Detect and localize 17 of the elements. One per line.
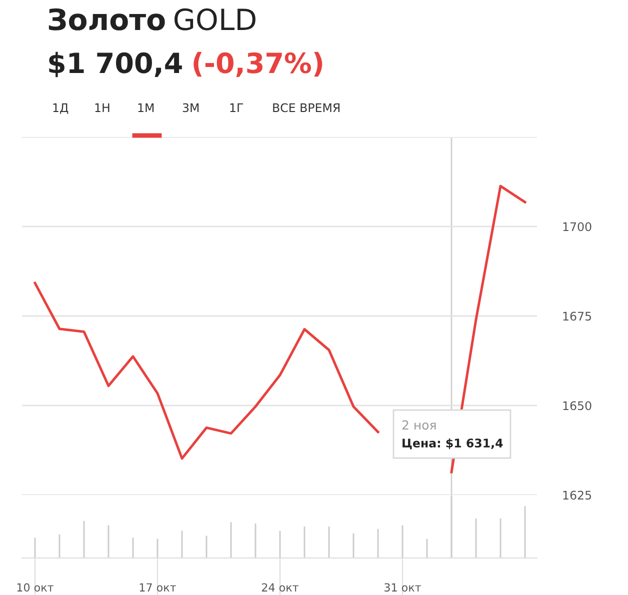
x-tick-label: 10 окт xyxy=(17,583,54,592)
text: 3М xyxy=(182,103,199,112)
x-tick-label: 24 окт xyxy=(262,583,298,592)
y-tick-label: 1625 xyxy=(563,490,592,500)
x-tick-label: 17 окт xyxy=(140,583,176,592)
text: 1Д xyxy=(53,103,68,114)
chart-title: Золото GOLD xyxy=(48,8,256,30)
y-tick-label: 1650 xyxy=(563,401,592,410)
text: ВСЕ ВРЕМЯ xyxy=(273,103,340,112)
text: 1Г xyxy=(230,103,244,112)
annotation: 2 ноя Цена: $1 631,4 xyxy=(402,420,503,450)
text: 1М xyxy=(138,103,154,112)
chart-subtitle: $1 700,4 (-0,37%) xyxy=(49,52,322,78)
y-tick-label: 1675 xyxy=(563,312,592,321)
text: 1Н xyxy=(95,103,110,112)
x-tick-label: 31 окт xyxy=(384,583,421,592)
y-tick-label: 1700 xyxy=(563,222,592,232)
